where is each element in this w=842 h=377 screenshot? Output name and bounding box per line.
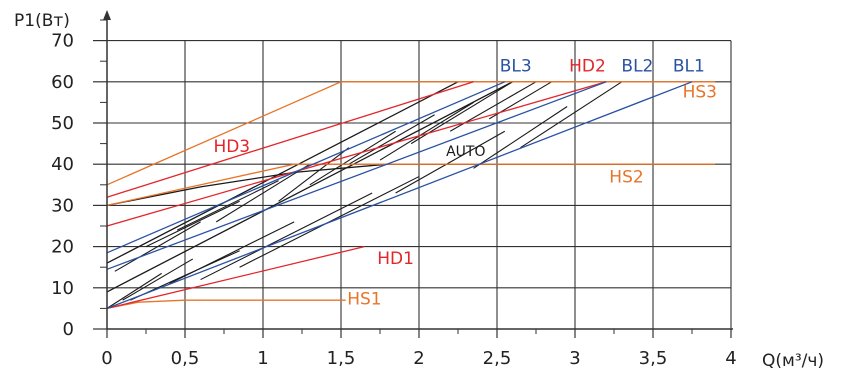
y-tick-label: 40	[51, 154, 74, 175]
label-hs1: HS1	[347, 289, 381, 309]
label-hs2: HS2	[609, 168, 643, 188]
curves	[107, 82, 715, 309]
label-hd1: HD1	[377, 249, 414, 269]
series-line-hs1	[107, 300, 346, 308]
hatch-line	[349, 115, 435, 164]
curve-labels: BL3 HD2 BL2 BL1 HS3 HD3 AUTO HS2 HD1 HS1	[213, 57, 717, 310]
x-tick-label: 3	[569, 348, 580, 369]
y-axis-arrow	[103, 10, 111, 20]
x-tick-label: 1	[257, 348, 268, 369]
label-hs3: HS3	[683, 82, 717, 102]
x-tick-label: 1,5	[327, 348, 356, 369]
y-tick-label: 70	[51, 31, 74, 52]
label-hd3: HD3	[213, 137, 250, 157]
y-tick-label: 50	[51, 113, 74, 134]
series-line-auto-limit	[107, 82, 513, 292]
hatch-line	[146, 201, 240, 246]
x-tick-label: 2,5	[483, 348, 512, 369]
x-tick-label: 2	[413, 348, 424, 369]
hatch-line	[169, 222, 294, 284]
y-tick-label: 0	[63, 319, 74, 340]
x-tick-label: 0	[101, 348, 112, 369]
y-tick-label: 20	[51, 237, 74, 258]
x-tick-label: 4	[725, 348, 736, 369]
label-auto: AUTO	[446, 144, 485, 160]
x-tick-label: 3,5	[639, 348, 668, 369]
label-bl3: BL3	[500, 57, 532, 77]
series-line-auto-limit	[107, 82, 458, 263]
y-tick-label: 30	[51, 195, 74, 216]
series-line-hd1	[107, 247, 364, 309]
y-axis-title: P1(Вт)	[14, 11, 70, 31]
series-line-bl2	[107, 82, 606, 269]
y-tick-label: 60	[51, 72, 74, 93]
y-tick-label: 10	[51, 278, 74, 299]
label-hd2: HD2	[569, 57, 606, 77]
series-line-bl1	[107, 82, 692, 309]
series-line-hd2	[107, 82, 606, 226]
series-line-bl3	[107, 82, 505, 253]
x-tick-label: 0,5	[171, 348, 200, 369]
label-bl1: BL1	[673, 57, 705, 77]
label-bl2: BL2	[621, 57, 653, 77]
x-axis-title: Q(м³/ч)	[762, 351, 824, 371]
